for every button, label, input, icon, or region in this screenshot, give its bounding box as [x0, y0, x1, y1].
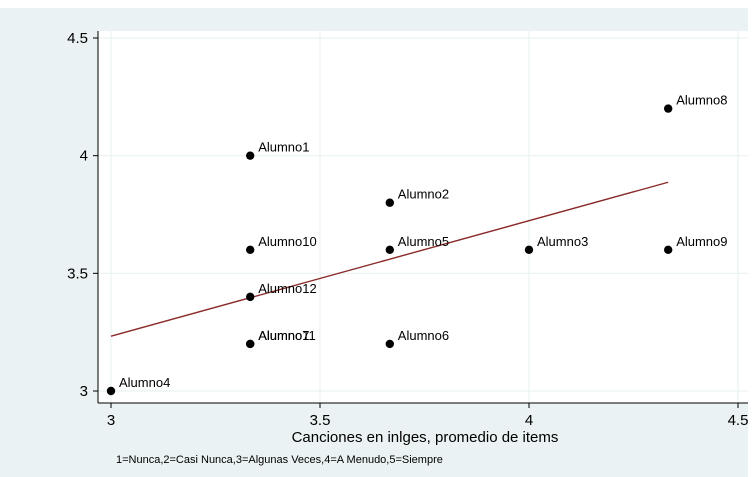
point-label-8: Alumno8: [676, 93, 727, 108]
scale-note: 1=Nunca,2=Casi Nunca,3=Algunas Veces,4=A…: [116, 454, 443, 466]
data-point-1: [245, 151, 255, 160]
x-tick-label: 4: [525, 412, 533, 429]
point-label-6: Alumno6: [398, 328, 449, 343]
data-point-12: [245, 292, 255, 302]
data-point-3: [524, 245, 534, 254]
plot-area: [98, 31, 748, 403]
point-label-11: Alumno11: [258, 328, 316, 343]
grid-lines: [98, 31, 748, 403]
point-label-4: Alumno4: [119, 375, 170, 390]
x-axis-label: Canciones en inlges, promedio de items: [292, 429, 559, 446]
data-point-8: [663, 104, 673, 113]
y-tick-label: 4.5: [67, 30, 88, 47]
point-label-2: Alumno2: [398, 187, 449, 202]
point-label-7: Alumno7: [258, 328, 309, 343]
data-point-11: [245, 339, 255, 349]
x-tick-label: 3: [107, 412, 115, 429]
point-label-3: Alumno3: [537, 234, 588, 249]
x-tick-label: 3.5: [310, 412, 331, 429]
point-label-10: Alumno10: [258, 234, 317, 249]
data-point-10: [245, 245, 255, 254]
y-tick-label: 4: [80, 148, 88, 165]
axes: [97, 31, 748, 404]
data-point-5: [385, 245, 395, 254]
tick-marks: 3 3.5 4 4.5 3 3.5 4 4.5: [67, 30, 748, 429]
point-label-5: Alumno5: [398, 234, 449, 249]
fit-line-group: [110, 181, 669, 337]
data-points: Alumno1 Alumno2 Alumno3 Alumno4 Alumno5 Alumn…: [106, 93, 728, 396]
point-label-1: Alumno1: [258, 140, 309, 155]
point-label-9: Alumno9: [676, 234, 727, 249]
fit-line: [110, 181, 669, 337]
data-point-9: [663, 245, 673, 254]
data-point-4: [106, 386, 116, 396]
data-point-2: [385, 198, 395, 207]
x-tick-label: 4.5: [728, 412, 749, 429]
data-point-6: [385, 339, 395, 349]
y-tick-label: 3.5: [67, 265, 88, 282]
y-tick-label: 3: [80, 383, 88, 400]
point-label-12: Alumno12: [258, 281, 317, 296]
